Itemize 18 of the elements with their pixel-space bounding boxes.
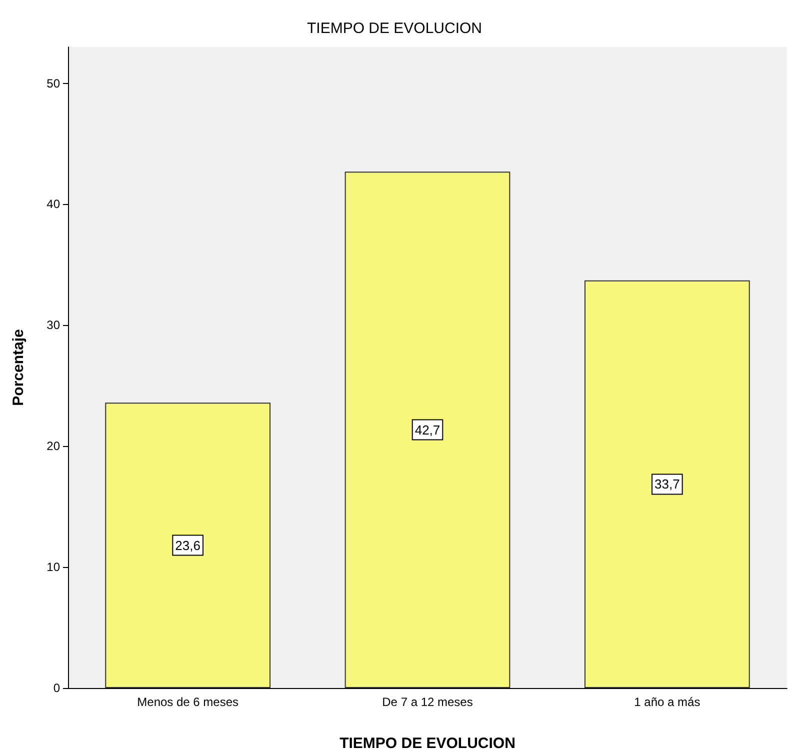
bar xyxy=(105,402,271,688)
y-tick-label: 10 xyxy=(46,560,60,574)
x-tick-label: 1 año a más xyxy=(634,695,700,709)
y-tick-label: 40 xyxy=(46,197,60,212)
data-label: 23,6 xyxy=(175,538,200,553)
y-tick-label: 0 xyxy=(53,681,60,695)
y-tick-label: 20 xyxy=(46,439,60,454)
y-tick-label: 50 xyxy=(46,76,60,90)
y-tick-label: 30 xyxy=(46,318,60,332)
bar xyxy=(584,280,750,688)
x-tick-label: De 7 a 12 meses xyxy=(382,695,473,709)
data-label: 33,7 xyxy=(654,476,680,492)
x-tick-label: Menos de 6 meses xyxy=(137,695,239,709)
bar xyxy=(344,172,510,688)
y-axis-title: Porcentaje xyxy=(10,329,27,406)
chart-title: TIEMPO DE EVOLUCION xyxy=(306,20,482,37)
x-axis-title: TIEMPO DE EVOLUCION xyxy=(340,735,516,752)
data-label: 42,7 xyxy=(414,422,440,438)
